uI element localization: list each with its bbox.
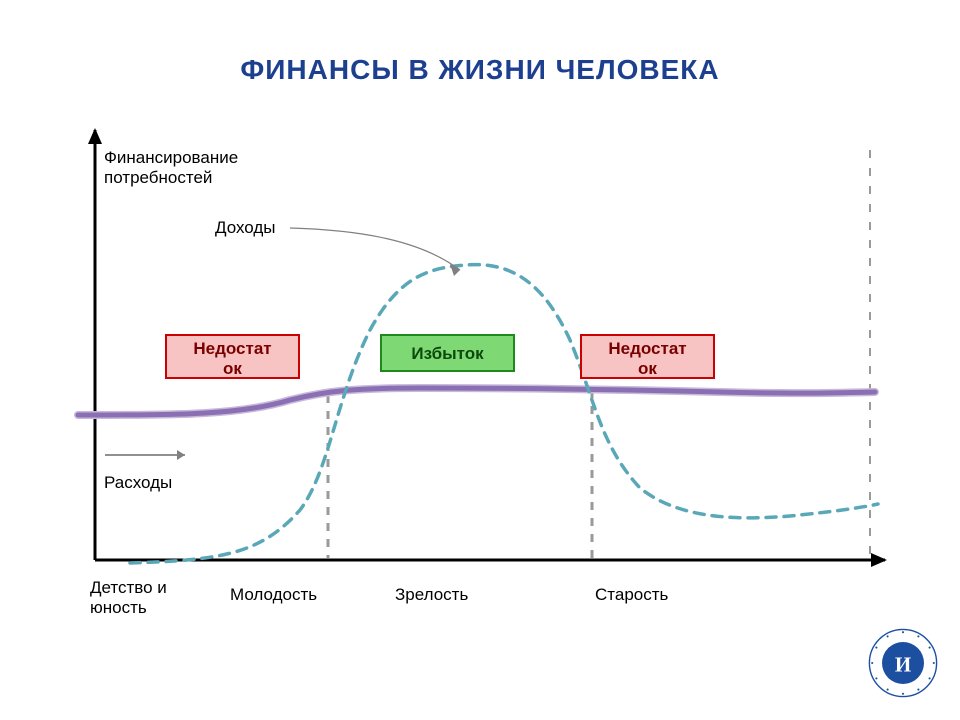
x-tick-1: Молодость bbox=[230, 585, 317, 605]
income-label: Доходы bbox=[215, 218, 276, 238]
x-tick-2: Зрелость bbox=[395, 585, 468, 605]
box-deficit1: Недостаток bbox=[165, 334, 300, 379]
expense-label: Расходы bbox=[104, 473, 172, 493]
box-deficit2: Недостаток bbox=[580, 334, 715, 379]
y-axis-label: Финансирование потребностей bbox=[104, 148, 238, 188]
x-tick-0: Детство и юность bbox=[90, 578, 167, 618]
x-tick-3: Старость bbox=[595, 585, 668, 605]
box-surplus: Избыток bbox=[380, 334, 515, 372]
hse-logo: И bbox=[868, 628, 938, 698]
svg-text:И: И bbox=[895, 652, 911, 676]
